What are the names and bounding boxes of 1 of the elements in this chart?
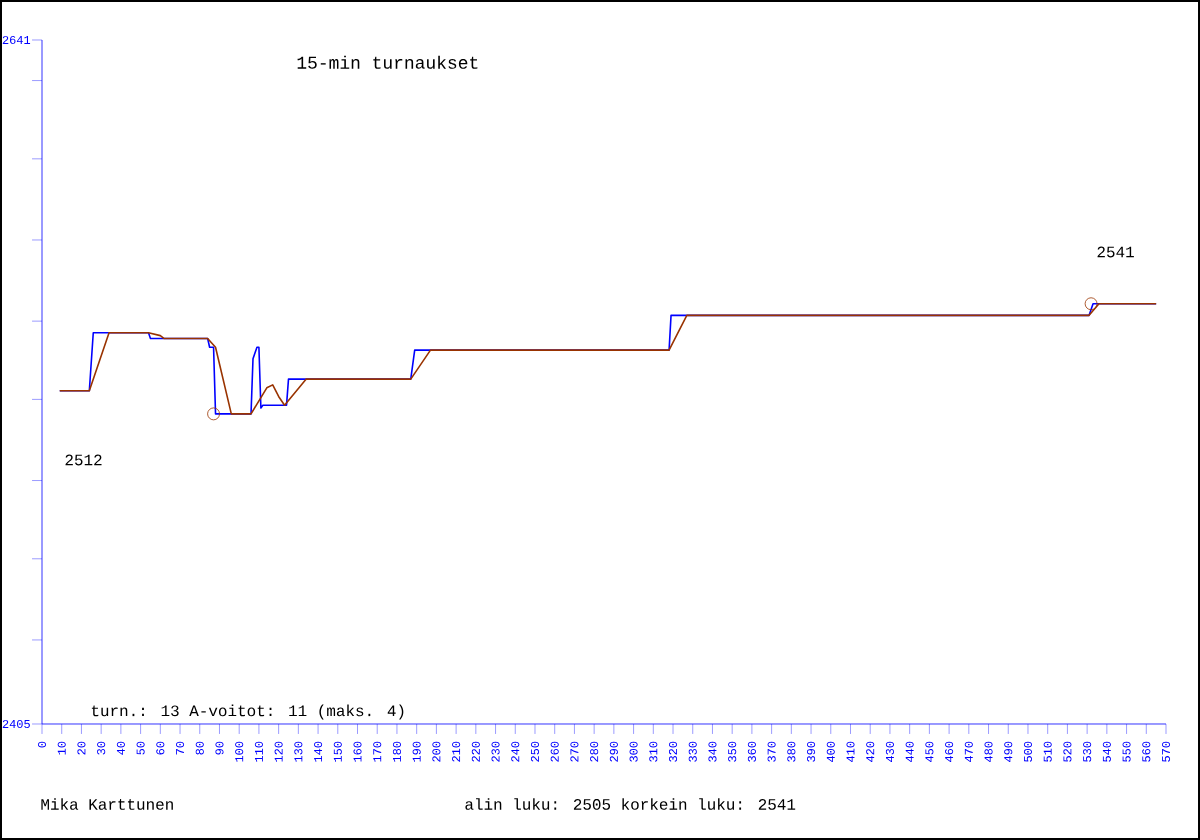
text: 15-min turnaukset [297, 55, 478, 69]
